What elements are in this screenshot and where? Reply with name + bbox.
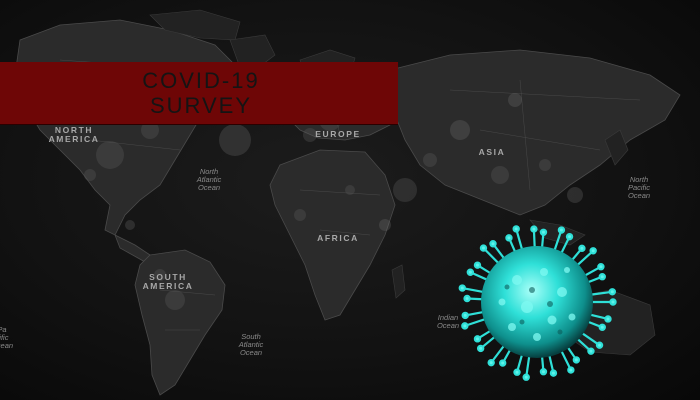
virus-spike-tip (589, 247, 597, 255)
virus-spike-tip (565, 232, 574, 241)
map-label-north-pacific: North Pacific Ocean (627, 175, 651, 200)
virus-spike (462, 286, 487, 294)
virus-spike-tip (539, 228, 548, 236)
virus-spike-tip (549, 369, 558, 377)
virus-spike-tip (530, 225, 538, 233)
virus-spike-tip (578, 244, 586, 253)
virus-spike (552, 229, 563, 254)
virus-spike (574, 249, 594, 268)
virus-spike-tip (539, 368, 548, 376)
virus-spike-tip (604, 315, 612, 323)
map-label-europe: EUROPE (315, 129, 361, 139)
map-label-asia: ASIA (478, 147, 506, 157)
virus-spike-tip (473, 335, 482, 343)
virus-spike-tip (513, 368, 521, 376)
virus-spike-tip (463, 294, 471, 303)
virus-spike-tip (489, 240, 497, 248)
virus-spike (579, 330, 601, 347)
virus-spike (588, 290, 613, 297)
map-label-africa: AFRICA (317, 233, 359, 243)
map-label-south-america: SOUTH AMERICA (142, 272, 194, 291)
map-label-north-america: NORTH AMERICA (48, 125, 100, 144)
virus-spike-tip (609, 298, 617, 306)
virus-spike-tip (476, 344, 485, 353)
virus-spike-tip (598, 323, 606, 331)
virus-spike-tip (479, 244, 488, 252)
virus-spike-tip (572, 356, 581, 364)
virus-spike-tip (505, 234, 513, 242)
banner-title-line-2: SURVEY (149, 93, 253, 118)
virus-spike-tip (499, 359, 507, 367)
virus-spike (464, 317, 488, 327)
virus-spike-tip (466, 268, 475, 276)
virus-spike-tip (461, 311, 469, 320)
virus-spike-tip (598, 273, 606, 281)
virus-spike-tip (458, 284, 466, 292)
map-label-indian-ocean: Indian Ocean (436, 313, 460, 330)
virus-spike-tip (567, 366, 575, 374)
virus-spike-tip (512, 225, 520, 233)
virus-spike-tip (522, 373, 530, 381)
virus-spike-tip (608, 288, 617, 296)
banner-title-line-1: COVID-19 (142, 67, 260, 93)
map-label-pacific-partial: Pa cific Ocean (0, 325, 14, 350)
virus-spike (559, 348, 572, 371)
title-banner: COVID-19 SURVEY (0, 62, 398, 125)
virus-spike-tip (461, 322, 469, 330)
virus-spike-tip (487, 358, 495, 367)
virus-spike-tip (473, 261, 482, 269)
virus-spike-tip (597, 263, 605, 271)
virus-spike-tip (557, 226, 566, 234)
map-label-north-atlantic: North Atlantic Ocean (196, 167, 222, 192)
coronavirus-icon (458, 225, 617, 381)
virus-spike-tip (595, 341, 604, 349)
map-label-south-atlantic: South Atlantic Ocean (238, 332, 264, 357)
virus-spike-tip (587, 347, 595, 355)
